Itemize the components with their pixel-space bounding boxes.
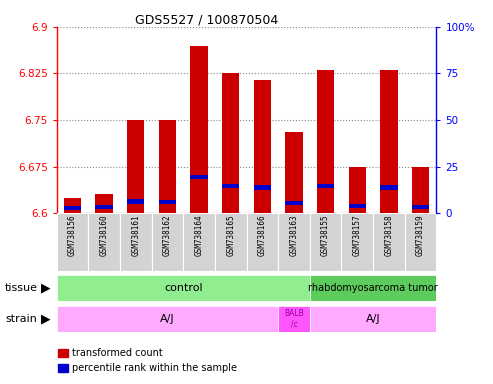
Bar [190, 46, 208, 213]
Text: strain: strain [5, 314, 37, 324]
Bar [222, 73, 240, 213]
Text: rhabdomyosarcoma tumor: rhabdomyosarcoma tumor [308, 283, 438, 293]
Bar [285, 132, 303, 213]
Bar [159, 200, 176, 204]
Bar [412, 205, 429, 209]
Bar [64, 206, 81, 210]
Bar [183, 213, 215, 271]
Bar [253, 185, 271, 190]
Text: GSM738156: GSM738156 [68, 215, 77, 257]
Bar [349, 204, 366, 208]
Bar [190, 175, 208, 179]
Bar [152, 213, 183, 271]
Legend: transformed count, percentile rank within the sample: transformed count, percentile rank withi… [54, 344, 241, 377]
Bar [412, 167, 429, 213]
Bar [57, 306, 278, 332]
Text: GSM738163: GSM738163 [289, 215, 298, 257]
Bar [159, 120, 176, 213]
Text: ▶: ▶ [40, 282, 50, 295]
Bar [278, 306, 310, 332]
Bar [127, 199, 144, 204]
Text: ▶: ▶ [40, 313, 50, 326]
Text: GSM738159: GSM738159 [416, 215, 425, 257]
Text: GSM738155: GSM738155 [321, 215, 330, 257]
Text: GSM738165: GSM738165 [226, 215, 235, 257]
Text: GSM738161: GSM738161 [131, 215, 141, 257]
Bar [64, 198, 81, 213]
Bar [317, 184, 334, 188]
Text: GDS5527 / 100870504: GDS5527 / 100870504 [136, 13, 279, 26]
Bar [96, 205, 113, 209]
Text: GSM738162: GSM738162 [163, 215, 172, 257]
Bar [246, 213, 278, 271]
Bar [380, 185, 397, 190]
Bar [57, 213, 88, 271]
Text: A/J: A/J [366, 314, 380, 324]
Bar [253, 79, 271, 213]
Bar [341, 213, 373, 271]
Bar [215, 213, 246, 271]
Bar [120, 213, 152, 271]
Bar [285, 201, 303, 205]
Bar [222, 184, 240, 188]
Text: GSM738160: GSM738160 [100, 215, 108, 257]
Bar [310, 275, 436, 301]
Text: tissue: tissue [5, 283, 38, 293]
Bar [349, 167, 366, 213]
Bar [317, 70, 334, 213]
Text: GSM738166: GSM738166 [258, 215, 267, 257]
Bar [278, 213, 310, 271]
Bar [57, 275, 310, 301]
Bar [96, 194, 113, 213]
Text: GSM738164: GSM738164 [195, 215, 204, 257]
Bar [310, 306, 436, 332]
Bar [373, 213, 405, 271]
Text: GSM738157: GSM738157 [352, 215, 362, 257]
Bar [405, 213, 436, 271]
Text: A/J: A/J [160, 314, 175, 324]
Bar [310, 213, 341, 271]
Text: GSM738158: GSM738158 [385, 215, 393, 257]
Bar [88, 213, 120, 271]
Text: control: control [164, 283, 203, 293]
Bar [127, 120, 144, 213]
Bar [380, 70, 397, 213]
Text: BALB
/c: BALB /c [284, 310, 304, 329]
